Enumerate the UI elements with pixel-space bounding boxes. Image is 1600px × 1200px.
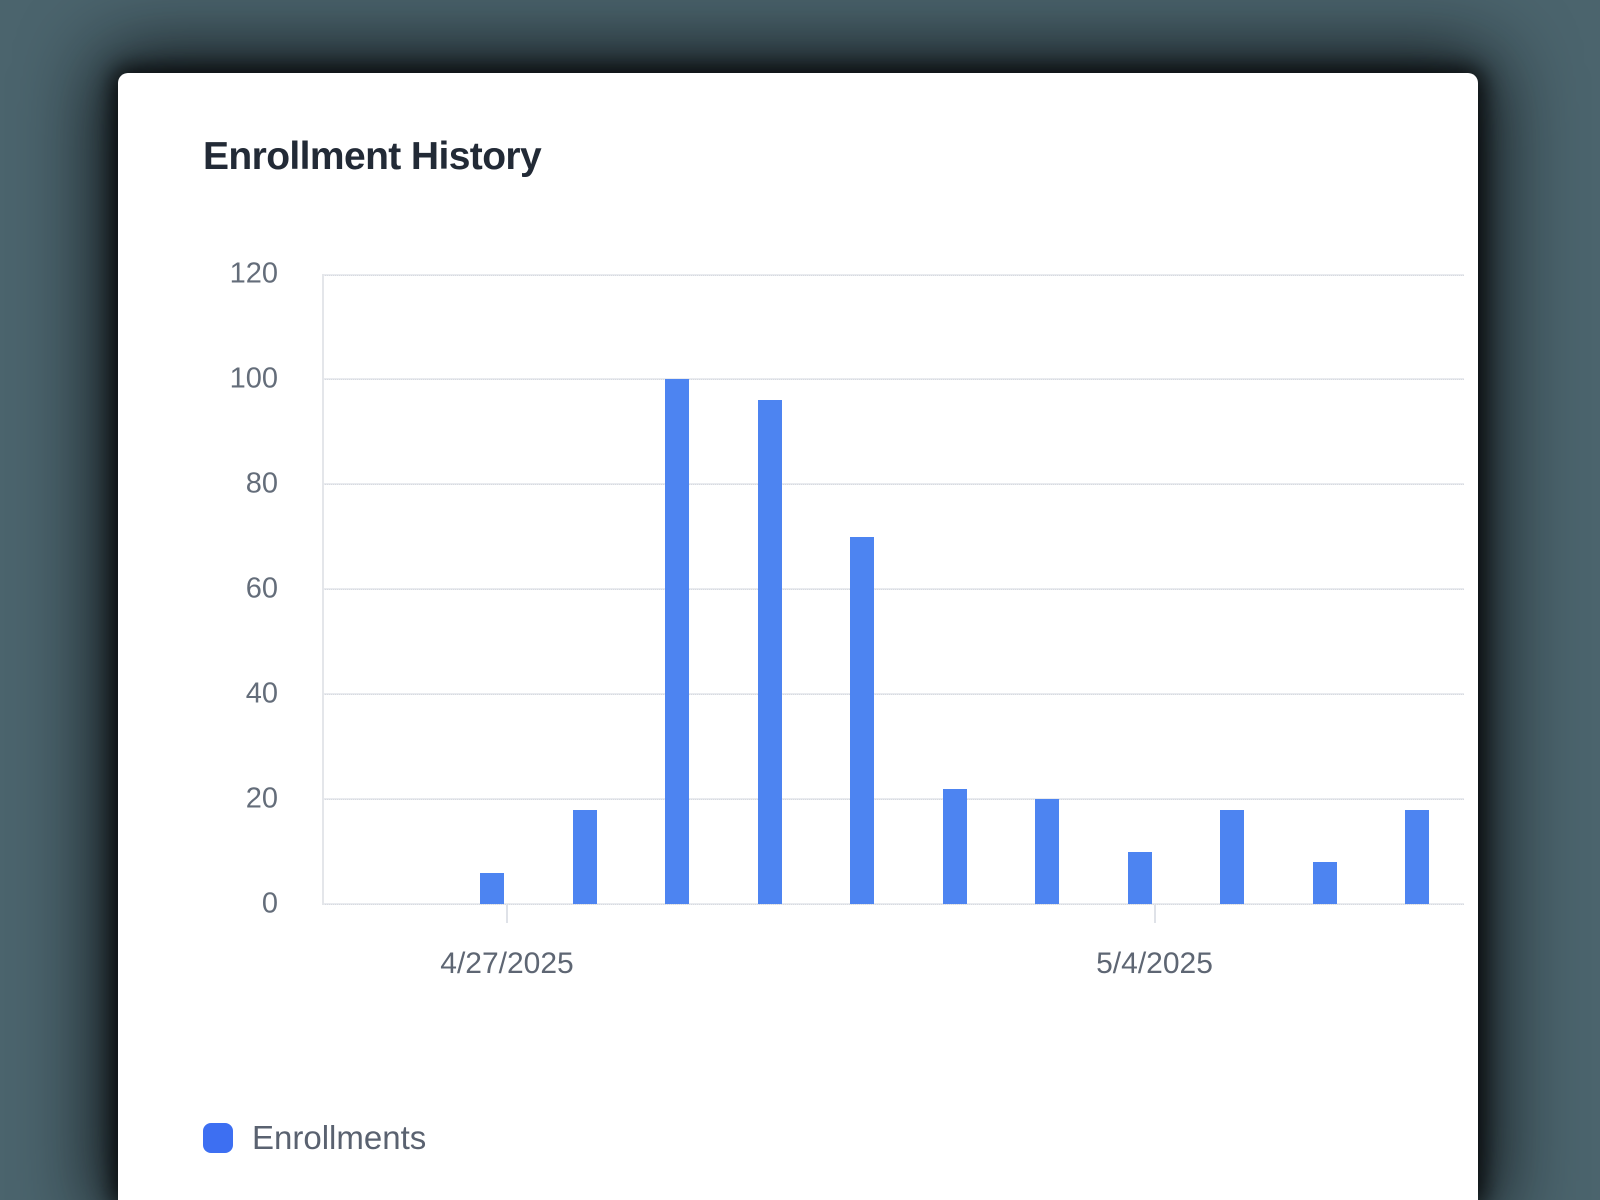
chart-title: Enrollment History [203,135,542,178]
bar-enrollments-0[interactable] [480,872,504,904]
bar-enrollments-9[interactable] [1312,862,1337,904]
bar-enrollments-8[interactable] [1220,809,1244,904]
y-axis-label-80: 80 [245,467,278,500]
y-gridline-40 [322,693,1464,695]
bar-enrollments-4[interactable] [850,536,874,904]
chart-legend[interactable]: Enrollments [203,1119,426,1157]
x-axis-label-4/27/2025: 4/27/2025 [440,947,574,980]
bar-enrollments-5[interactable] [942,788,967,904]
bar-enrollments-3[interactable] [757,400,782,904]
bar-enrollments-10[interactable] [1405,809,1429,904]
x-axis-tick-4/27/2025 [506,905,508,923]
bar-chart-plot [322,274,1464,905]
y-axis-label-100: 100 [229,362,278,395]
legend-label-enrollments[interactable]: Enrollments [252,1119,427,1156]
bar-enrollments-7[interactable] [1127,851,1152,904]
x-axis-label-5/4/2025: 5/4/2025 [1096,947,1213,980]
bar-enrollments-6[interactable] [1035,799,1059,904]
y-gridline-80 [322,483,1464,485]
legend-swatch-enrollments[interactable] [203,1123,233,1153]
y-axis-label-60: 60 [245,572,278,605]
y-gridline-60 [322,588,1464,590]
bar-enrollments-1[interactable] [572,809,597,904]
y-axis-label-40: 40 [245,677,278,710]
y-gridline-100 [322,378,1464,380]
chart-card: Enrollment History 0 20 40 60 80 100 120 4/27/… [118,73,1478,1200]
y-axis-label-0: 0 [261,887,278,920]
y-gridline-0 [322,903,1464,905]
y-gridline-120 [322,274,1464,276]
bar-enrollments-2[interactable] [665,379,689,904]
x-axis-tick-5/4/2025 [1153,905,1156,923]
y-axis-line [322,274,324,905]
y-axis-label-20: 20 [245,782,278,815]
y-axis-label-120: 120 [229,257,278,290]
y-gridline-20 [322,798,1464,800]
